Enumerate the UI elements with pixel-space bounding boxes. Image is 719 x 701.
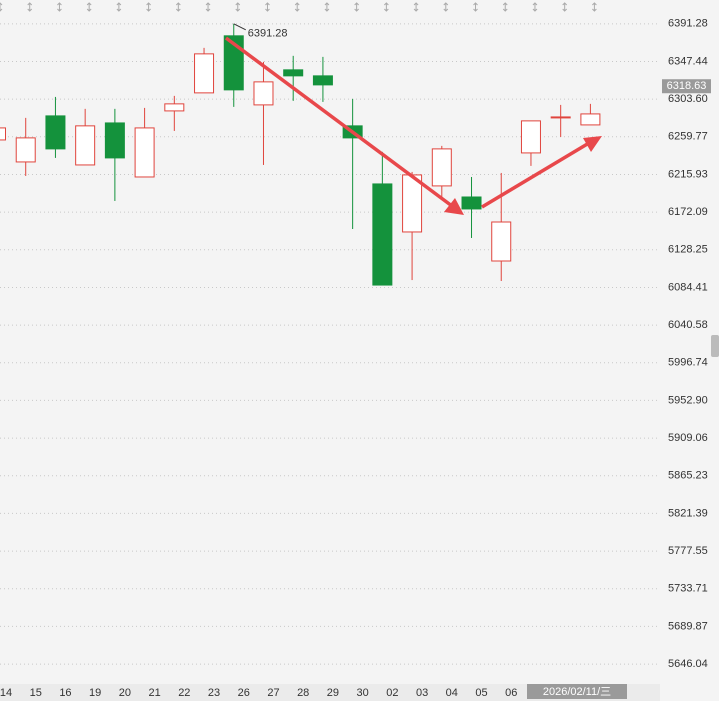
x-tick-label: 02 bbox=[386, 687, 398, 699]
x-tick-label: 14 bbox=[0, 687, 12, 699]
x-tick-label: 06 bbox=[505, 687, 517, 699]
candle-body bbox=[194, 53, 215, 94]
bar-marker-icon bbox=[235, 2, 241, 12]
arrow-up bbox=[481, 141, 590, 209]
bar-marker-icon bbox=[562, 2, 568, 12]
x-tick-label: 23 bbox=[208, 687, 220, 699]
candle-body bbox=[312, 75, 333, 86]
last-price-tag bbox=[662, 79, 711, 94]
x-tick-label: 26 bbox=[238, 687, 250, 699]
candle-body bbox=[104, 122, 125, 159]
bar-marker-icon bbox=[384, 2, 389, 12]
bar-marker-icon bbox=[592, 2, 597, 12]
candle-body bbox=[15, 137, 36, 163]
high-pointer bbox=[233, 23, 246, 31]
x-tick-label: 21 bbox=[148, 687, 160, 699]
candle-body bbox=[0, 127, 6, 141]
cursor-tag bbox=[527, 684, 627, 699]
x-axis-band bbox=[0, 684, 660, 701]
candle-body bbox=[580, 113, 601, 126]
candle-body bbox=[134, 127, 155, 178]
y-tick-label: 6259.77 bbox=[668, 131, 708, 143]
y-tick-label: 5689.87 bbox=[668, 620, 708, 632]
y-tick-label: 6084.41 bbox=[668, 281, 708, 293]
bar-marker-icon bbox=[502, 2, 508, 12]
x-tick-label: 19 bbox=[89, 687, 101, 699]
candle-body bbox=[75, 125, 96, 166]
y-tick-label: 6172.09 bbox=[668, 206, 708, 218]
x-tick-label: 30 bbox=[357, 687, 369, 699]
bar-marker-icon bbox=[532, 2, 538, 12]
y-tick-label: 5646.04 bbox=[668, 658, 708, 670]
y-tick-label: 6391.28 bbox=[668, 18, 708, 30]
y-tick-label: 5777.55 bbox=[668, 545, 708, 557]
y-tick-label: 6347.44 bbox=[668, 55, 708, 67]
arrow-down bbox=[224, 36, 454, 208]
scroll-handle[interactable] bbox=[711, 335, 719, 357]
bar-marker-icon bbox=[265, 2, 270, 12]
bar-marker-icon bbox=[354, 2, 359, 12]
y-tick-label: 6303.60 bbox=[668, 93, 708, 105]
candle-body bbox=[372, 183, 393, 286]
bar-marker-icon bbox=[146, 2, 151, 12]
bar-marker-icon bbox=[473, 2, 478, 12]
x-tick-label: 20 bbox=[119, 687, 131, 699]
y-tick-label: 5952.90 bbox=[668, 394, 708, 406]
candle-body bbox=[520, 120, 541, 154]
bar-marker-icon bbox=[0, 2, 3, 12]
bar-marker-icon bbox=[413, 2, 419, 12]
candle-body bbox=[402, 174, 423, 233]
high-label: 6391.28 bbox=[248, 28, 288, 40]
candle-body bbox=[431, 148, 452, 187]
bar-marker-icon bbox=[294, 2, 300, 12]
last-price-label: 6318.63 bbox=[667, 80, 707, 92]
x-tick-label: 03 bbox=[416, 687, 428, 699]
bar-marker-icon bbox=[57, 2, 62, 12]
y-tick-label: 5996.74 bbox=[668, 357, 708, 369]
arrow-head bbox=[583, 136, 602, 152]
bar-marker-icon bbox=[116, 2, 122, 12]
bar-marker-icon bbox=[27, 2, 33, 12]
x-tick-label: 04 bbox=[446, 687, 458, 699]
candle-body bbox=[283, 69, 304, 77]
y-tick-label: 5865.23 bbox=[668, 470, 708, 482]
x-tick-label: 05 bbox=[475, 687, 487, 699]
candle-body bbox=[45, 115, 66, 150]
candle-body bbox=[491, 221, 512, 262]
y-tick-label: 5909.06 bbox=[668, 432, 708, 444]
trend-arrows bbox=[224, 36, 602, 215]
x-tick-label: 15 bbox=[30, 687, 42, 699]
x-tick-label: 29 bbox=[327, 687, 339, 699]
candle-body bbox=[461, 196, 482, 210]
x-tick-label: 28 bbox=[297, 687, 309, 699]
x-tick-label: 22 bbox=[178, 687, 190, 699]
y-tick-label: 5733.71 bbox=[668, 583, 708, 595]
y-tick-label: 6040.58 bbox=[668, 319, 708, 331]
bar-marker-icon bbox=[443, 2, 449, 12]
bar-marker-icon bbox=[86, 2, 92, 12]
candle-body bbox=[164, 103, 185, 112]
x-tick-label: 27 bbox=[267, 687, 279, 699]
y-tick-label: 5821.39 bbox=[668, 507, 708, 519]
y-tick-label: 6215.93 bbox=[668, 168, 708, 180]
cursor-label: 2026/02/11/三 bbox=[543, 686, 611, 698]
bar-marker-icon bbox=[205, 2, 211, 12]
y-tick-label: 6128.25 bbox=[668, 244, 708, 256]
candle-body bbox=[550, 116, 571, 119]
x-tick-label: 16 bbox=[59, 687, 71, 699]
candle-body bbox=[253, 81, 274, 106]
arrow-head bbox=[444, 198, 464, 215]
bar-marker-icon bbox=[175, 2, 181, 12]
bar-marker-icon bbox=[324, 2, 330, 12]
